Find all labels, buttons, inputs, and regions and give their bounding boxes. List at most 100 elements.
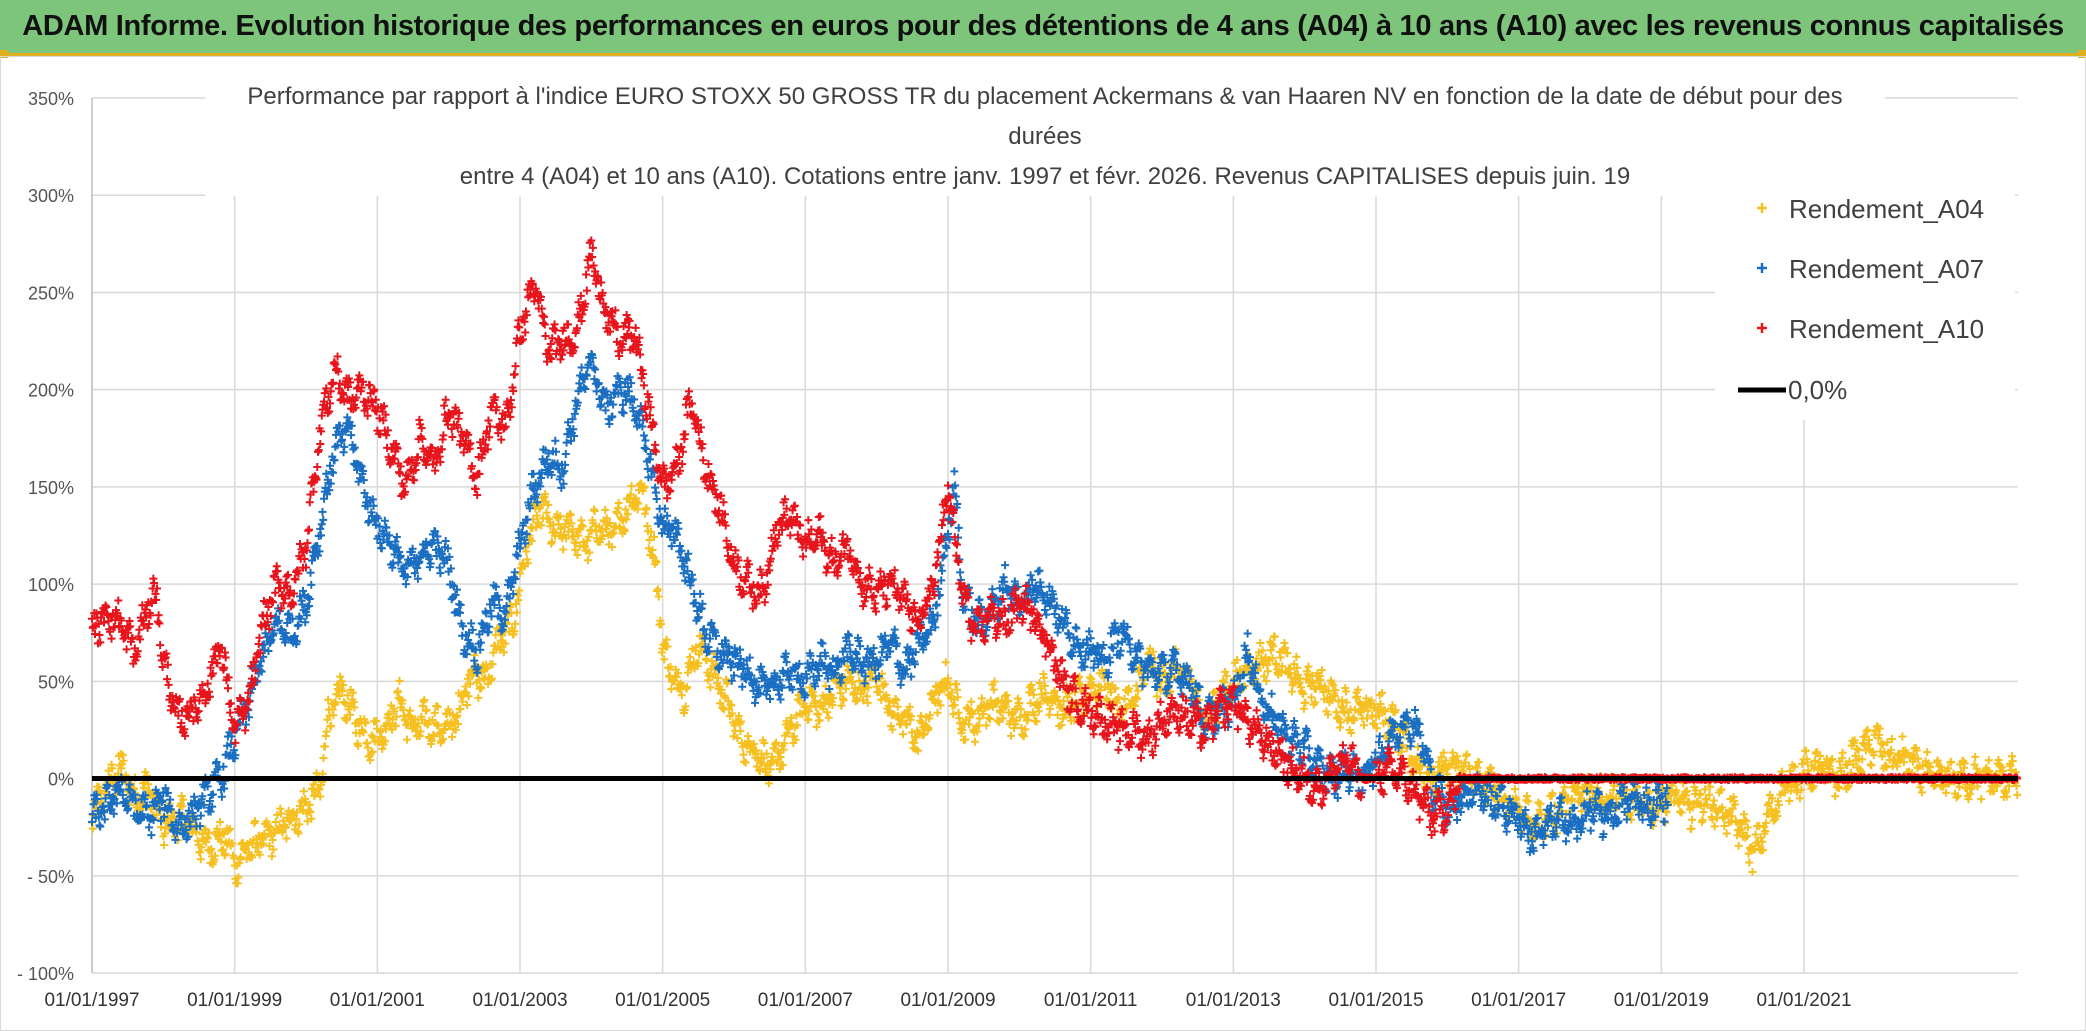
data-point xyxy=(1350,715,1359,724)
data-point xyxy=(544,500,553,509)
data-point xyxy=(261,832,270,841)
data-point xyxy=(907,728,916,737)
data-point xyxy=(488,660,497,669)
data-point xyxy=(1718,803,1727,812)
data-point xyxy=(1370,719,1379,728)
data-point xyxy=(511,619,520,628)
data-point xyxy=(1375,732,1384,741)
data-point xyxy=(1878,752,1887,761)
data-point xyxy=(818,639,827,648)
data-point xyxy=(621,505,630,514)
y-tick-label: 250% xyxy=(28,283,74,303)
data-point xyxy=(1744,849,1753,858)
x-tick-label: 01/01/2013 xyxy=(1186,990,1281,1011)
data-point xyxy=(837,701,846,710)
data-point xyxy=(1768,794,1777,803)
data-point xyxy=(1706,782,1715,791)
data-point xyxy=(934,697,943,706)
data-point xyxy=(350,703,359,712)
data-point xyxy=(1522,791,1531,800)
data-point xyxy=(1759,846,1768,855)
data-point xyxy=(207,845,216,854)
data-point xyxy=(216,837,225,846)
data-point xyxy=(1050,687,1059,696)
data-point xyxy=(321,742,330,751)
data-point xyxy=(672,672,681,681)
data-point xyxy=(1347,729,1356,738)
data-point xyxy=(154,611,163,620)
data-point xyxy=(1293,663,1302,672)
data-point xyxy=(1700,785,1709,794)
data-point xyxy=(1795,794,1804,803)
data-point xyxy=(863,698,872,707)
data-point xyxy=(1790,762,1799,771)
data-point xyxy=(559,545,568,554)
data-point xyxy=(433,702,442,711)
data-point xyxy=(1341,687,1350,696)
data-point xyxy=(108,764,117,773)
x-tick-label: 01/01/2019 xyxy=(1614,990,1709,1011)
data-point xyxy=(393,687,402,696)
data-point xyxy=(1411,705,1420,714)
data-point xyxy=(734,711,743,720)
data-point xyxy=(1745,858,1754,867)
data-point xyxy=(601,406,610,415)
data-point xyxy=(737,717,746,726)
data-point xyxy=(786,722,795,731)
data-point xyxy=(359,728,368,737)
data-point xyxy=(947,688,956,697)
data-point xyxy=(345,710,354,719)
data-point xyxy=(804,715,813,724)
data-point xyxy=(1761,827,1770,836)
data-point xyxy=(561,450,570,459)
data-point xyxy=(619,409,628,418)
data-point xyxy=(652,494,661,503)
data-point xyxy=(420,696,429,705)
data-point xyxy=(1243,629,1252,638)
data-point xyxy=(152,810,161,819)
data-point xyxy=(564,527,573,536)
data-point xyxy=(1028,685,1037,694)
data-point xyxy=(795,696,804,705)
data-point xyxy=(622,515,631,524)
data-point xyxy=(1502,827,1511,836)
data-point xyxy=(1536,799,1545,808)
data-point xyxy=(1061,709,1070,718)
data-point xyxy=(527,536,536,545)
data-point xyxy=(1510,785,1519,794)
data-point xyxy=(251,843,260,852)
data-point xyxy=(1287,673,1296,682)
data-point xyxy=(1363,706,1372,715)
data-point xyxy=(1672,786,1681,795)
data-point xyxy=(378,744,387,753)
data-point xyxy=(416,727,425,736)
data-point xyxy=(716,699,725,708)
data-point xyxy=(234,873,243,882)
data-point xyxy=(1059,697,1068,706)
data-point xyxy=(893,702,902,711)
data-point xyxy=(1854,746,1863,755)
data-point xyxy=(623,510,632,519)
data-point xyxy=(1120,694,1129,703)
data-point xyxy=(1353,685,1362,694)
y-tick-label: 350% xyxy=(28,89,74,109)
data-point xyxy=(1696,789,1705,798)
data-point xyxy=(965,720,974,729)
data-point xyxy=(1016,713,1025,722)
data-point xyxy=(491,630,500,639)
data-point xyxy=(1612,794,1621,803)
data-point xyxy=(453,711,462,720)
data-point xyxy=(707,657,716,666)
data-point xyxy=(1046,704,1055,713)
data-point xyxy=(532,523,541,532)
data-point xyxy=(1233,655,1242,664)
data-point xyxy=(554,520,563,529)
data-point xyxy=(706,683,715,692)
data-point xyxy=(1878,740,1887,749)
data-point xyxy=(627,482,636,491)
data-point xyxy=(1307,693,1316,702)
data-point xyxy=(614,499,623,508)
data-point xyxy=(829,694,838,703)
data-point xyxy=(1417,762,1426,771)
data-point xyxy=(392,532,401,541)
